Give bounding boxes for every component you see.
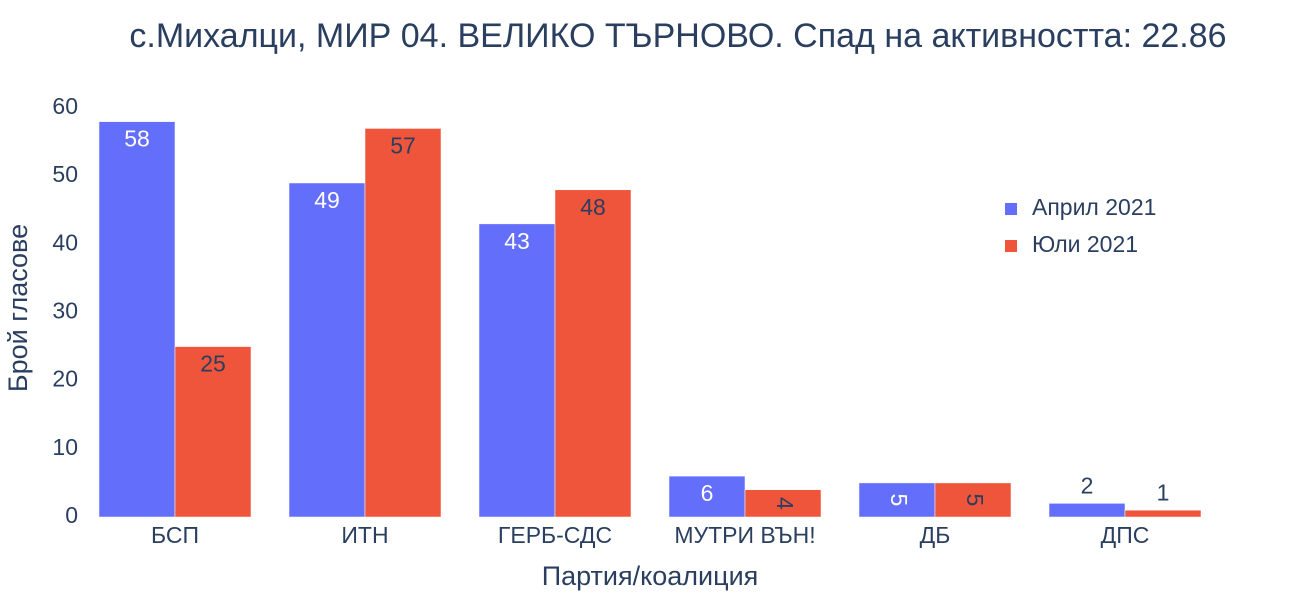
bar (668, 475, 746, 518)
data-label: 5 (962, 494, 988, 507)
data-label: 1 (1157, 479, 1170, 505)
y-tick-label: 0 (65, 502, 78, 528)
y-axis-title: Брой гласове (3, 224, 33, 392)
data-label: 57 (390, 133, 416, 159)
data-label: 2 (1081, 472, 1094, 498)
data-label: 5 (886, 494, 912, 507)
chart-title: с.Михалци, МИР 04. ВЕЛИКО ТЪРНОВО. Спад … (129, 17, 1226, 55)
y-tick-label: 50 (52, 161, 78, 187)
x-axis-title: Партия/коалиция (542, 561, 759, 591)
bar (1048, 503, 1126, 518)
bar (364, 128, 442, 518)
x-tick-label: МУТРИ ВЪН! (674, 522, 815, 548)
bar (174, 346, 252, 518)
data-label: 6 (701, 480, 714, 506)
bar (478, 223, 556, 518)
bar (98, 121, 176, 518)
bar (744, 489, 822, 518)
bar (554, 189, 632, 518)
y-tick-label: 40 (52, 229, 78, 255)
data-label: 43 (504, 228, 530, 254)
bar (1124, 509, 1202, 518)
data-label: 58 (124, 126, 150, 152)
data-label: 4 (772, 497, 798, 510)
legend-swatch (1005, 240, 1017, 252)
data-label: 49 (314, 187, 340, 213)
x-tick-label: ДБ (920, 522, 951, 548)
data-label: 48 (580, 194, 606, 220)
y-tick-label: 30 (52, 298, 78, 324)
legend-swatch (1005, 203, 1017, 215)
legend-label: Април 2021 (1032, 194, 1156, 220)
bar (288, 182, 366, 518)
legend-label: Юли 2021 (1032, 231, 1138, 257)
x-tick-label: ГЕРБ-СДС (498, 522, 612, 548)
bar (858, 482, 936, 518)
y-tick-label: 10 (52, 434, 78, 460)
data-label: 25 (200, 351, 226, 377)
y-tick-label: 20 (52, 366, 78, 392)
x-tick-label: ДПС (1101, 522, 1150, 548)
x-tick-label: БСП (151, 522, 199, 548)
x-tick-label: ИТН (341, 522, 388, 548)
y-tick-label: 60 (52, 93, 78, 119)
bar (934, 482, 1012, 518)
